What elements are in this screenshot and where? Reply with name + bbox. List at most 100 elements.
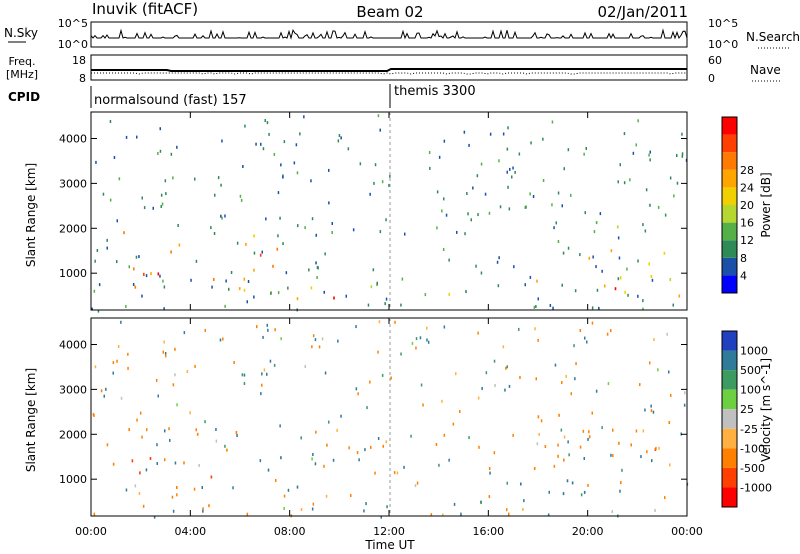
noise-cell bbox=[592, 255, 594, 259]
noise-cell bbox=[194, 364, 196, 368]
y-tick-label: 4000 bbox=[59, 338, 87, 351]
noise-cell bbox=[621, 468, 623, 472]
echo-cell bbox=[133, 267, 135, 271]
noise-cell bbox=[195, 259, 198, 263]
noise-cell bbox=[567, 148, 570, 152]
noise-cell bbox=[507, 185, 509, 189]
velocity-panel-frame bbox=[90, 317, 688, 517]
noise-cell bbox=[331, 222, 333, 225]
noise-cell bbox=[664, 496, 666, 500]
noise-cell bbox=[494, 384, 496, 387]
noise-cell bbox=[97, 309, 100, 313]
noise-cell bbox=[378, 320, 381, 324]
colorbar-segment bbox=[722, 117, 737, 135]
nsky-tick-top: 10^5 bbox=[58, 17, 88, 30]
noise-cell bbox=[637, 294, 639, 298]
noise-cell bbox=[485, 371, 488, 375]
echo-cell bbox=[536, 279, 538, 283]
noise-cell bbox=[542, 137, 544, 141]
noise-cell bbox=[664, 213, 667, 217]
cpid-label: CPID bbox=[8, 90, 40, 104]
noise-cell bbox=[536, 442, 539, 446]
colorbar-tick-label: 1000 bbox=[740, 345, 768, 358]
noise-cell bbox=[297, 224, 299, 228]
noise-cell bbox=[220, 183, 222, 187]
echo-cell bbox=[648, 262, 650, 266]
noise-cell bbox=[98, 283, 101, 287]
noise-cell bbox=[328, 201, 330, 205]
noise-cell bbox=[394, 320, 396, 324]
echo-cell bbox=[562, 492, 565, 496]
noise-cell bbox=[518, 327, 520, 331]
colorbar-tick-label: -100 bbox=[740, 442, 765, 455]
noise-cell bbox=[287, 286, 289, 290]
noise-cell bbox=[171, 495, 174, 499]
echo-cell bbox=[614, 287, 617, 291]
noise-cell bbox=[95, 160, 97, 164]
noise-cell bbox=[240, 198, 243, 202]
noise-cell bbox=[268, 132, 270, 136]
velocity-panel: 1000 2000 3000 4000 Slant Range [km] bbox=[24, 317, 689, 519]
colorbar-segment bbox=[722, 389, 737, 410]
noise-cell bbox=[582, 429, 585, 433]
echo-cell bbox=[311, 457, 313, 461]
echo-cell bbox=[150, 272, 152, 276]
noise-cell bbox=[270, 291, 272, 295]
noise-cell bbox=[467, 212, 469, 216]
noise-cell bbox=[118, 177, 121, 181]
noise-cell bbox=[262, 335, 264, 339]
echo-cell bbox=[583, 490, 586, 494]
noise-cell bbox=[328, 420, 330, 424]
noise-cell bbox=[642, 429, 645, 433]
noise-cell bbox=[312, 502, 315, 506]
noise-cell bbox=[138, 492, 141, 495]
noise-cell bbox=[561, 283, 563, 287]
x-axis-label: Time UT bbox=[364, 538, 415, 552]
noise-cell bbox=[106, 246, 108, 250]
noise-cell bbox=[410, 434, 412, 438]
noise-cell bbox=[116, 260, 118, 264]
noise-cell bbox=[601, 269, 603, 273]
noise-cell bbox=[236, 434, 238, 437]
noise-cell bbox=[642, 307, 644, 311]
noise-cell bbox=[348, 446, 350, 450]
noise-cell bbox=[524, 283, 526, 287]
noise-cell bbox=[321, 337, 324, 341]
noise-cell bbox=[202, 507, 204, 511]
noise-cell bbox=[443, 325, 446, 329]
noise-cell bbox=[629, 178, 631, 182]
noise-cell bbox=[145, 274, 148, 278]
noise-cell bbox=[649, 150, 651, 154]
echo-cell bbox=[170, 250, 172, 254]
echo-cell bbox=[259, 253, 262, 257]
noise-cell bbox=[224, 304, 226, 308]
noise-cell bbox=[655, 446, 657, 450]
noise-cell bbox=[404, 232, 406, 236]
echo-cell bbox=[183, 461, 185, 465]
echo-cell bbox=[139, 471, 141, 475]
noise-cell bbox=[161, 202, 164, 206]
noise-cell bbox=[654, 509, 656, 512]
noise-cell bbox=[311, 217, 314, 221]
noise-cell bbox=[561, 204, 563, 208]
noise-cell bbox=[256, 325, 258, 329]
velocity-colorbar-label: Velocity [m s^-1] bbox=[759, 358, 773, 462]
noise-cell bbox=[644, 408, 646, 412]
noise-cell bbox=[204, 420, 206, 424]
colorbar-tick-label: 4 bbox=[740, 269, 747, 282]
noise-cell bbox=[379, 128, 381, 132]
x-tick-label: 00:00 bbox=[671, 525, 703, 538]
echo-cell bbox=[300, 436, 302, 440]
noise-cell bbox=[308, 268, 310, 272]
echo-cell bbox=[533, 467, 536, 470]
noise-cell bbox=[555, 221, 557, 225]
noise-cell bbox=[651, 459, 653, 463]
noise-cell bbox=[174, 373, 176, 377]
echo-cell bbox=[276, 247, 279, 251]
colorbar-tick-label: -500 bbox=[740, 462, 765, 475]
freq-label-line2: [MHz] bbox=[6, 68, 38, 81]
noise-cell bbox=[285, 271, 288, 275]
noise-cell bbox=[324, 371, 327, 375]
noise-cell bbox=[156, 462, 158, 465]
